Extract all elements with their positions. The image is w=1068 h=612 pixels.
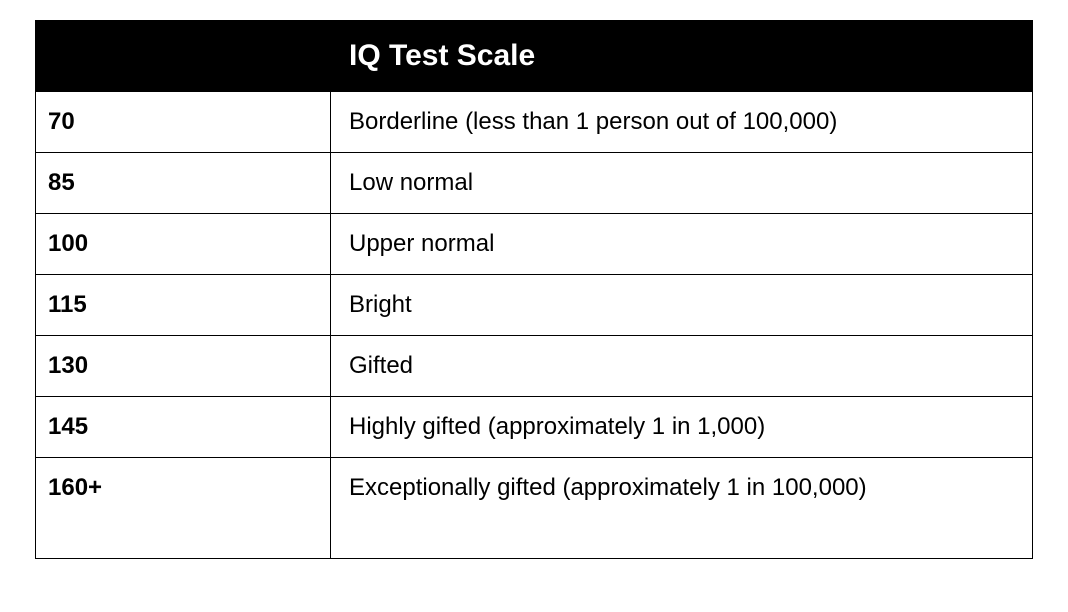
- table-row: 70 Borderline (less than 1 person out of…: [36, 92, 1033, 153]
- description-cell: Exceptionally gifted (approximately 1 in…: [331, 458, 1033, 559]
- score-cell: 145: [36, 397, 331, 458]
- description-cell: Gifted: [331, 336, 1033, 397]
- table-title: IQ Test Scale: [331, 21, 1033, 92]
- score-cell: 100: [36, 214, 331, 275]
- score-cell: 130: [36, 336, 331, 397]
- iq-scale-table: IQ Test Scale 70 Borderline (less than 1…: [35, 20, 1033, 559]
- score-cell: 160+: [36, 458, 331, 559]
- table-row: 100 Upper normal: [36, 214, 1033, 275]
- description-cell: Low normal: [331, 153, 1033, 214]
- table-header-row: IQ Test Scale: [36, 21, 1033, 92]
- score-cell: 85: [36, 153, 331, 214]
- table-row: 85 Low normal: [36, 153, 1033, 214]
- description-cell: Upper normal: [331, 214, 1033, 275]
- score-cell: 115: [36, 275, 331, 336]
- table-row: 145 Highly gifted (approximately 1 in 1,…: [36, 397, 1033, 458]
- table-row: 115 Bright: [36, 275, 1033, 336]
- score-cell: 70: [36, 92, 331, 153]
- header-cell-empty: [36, 21, 331, 92]
- description-cell: Borderline (less than 1 person out of 10…: [331, 92, 1033, 153]
- table-row: 160+ Exceptionally gifted (approximately…: [36, 458, 1033, 559]
- table-row: 130 Gifted: [36, 336, 1033, 397]
- description-cell: Highly gifted (approximately 1 in 1,000): [331, 397, 1033, 458]
- description-cell: Bright: [331, 275, 1033, 336]
